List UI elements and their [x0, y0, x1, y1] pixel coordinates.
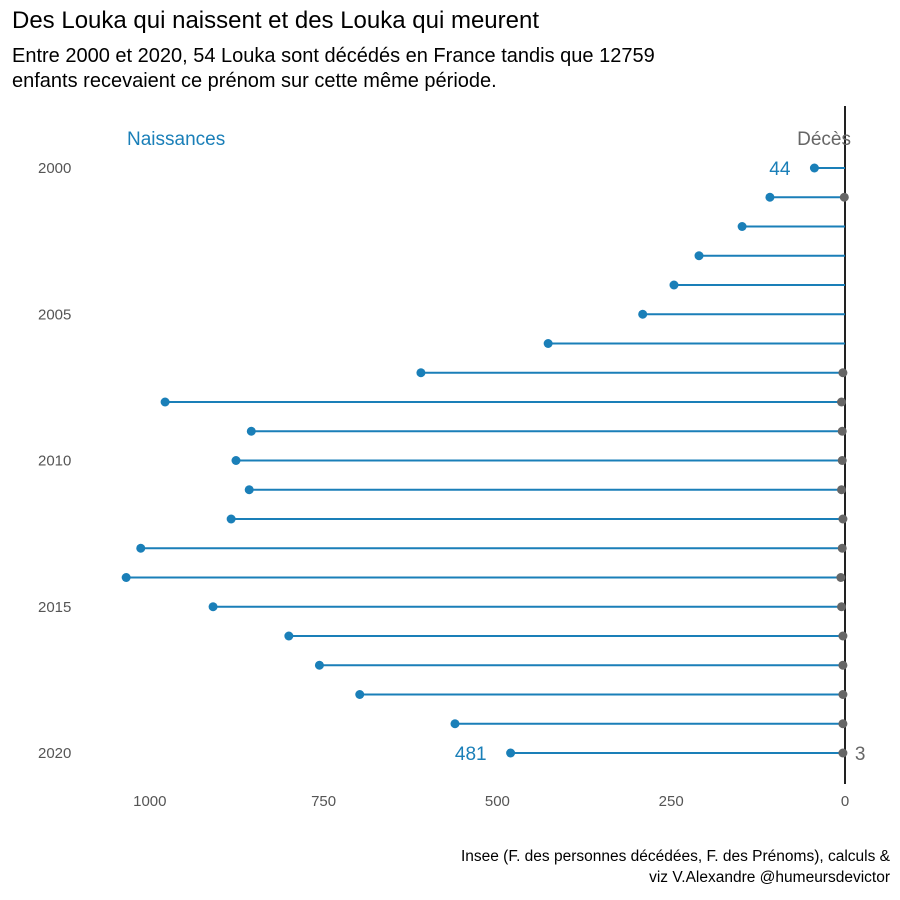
births-point: [226, 514, 236, 524]
births-point: [450, 719, 460, 729]
births-point: [765, 192, 775, 202]
deaths-point: [837, 602, 847, 612]
births-point: [121, 573, 131, 582]
births-point: [737, 222, 747, 231]
y-tick-label: 2005: [38, 306, 71, 323]
births-point: [355, 690, 365, 699]
x-tick-label: 750: [311, 793, 336, 810]
births-point: [638, 309, 648, 319]
caption-line: Insee (F. des personnes décédées, F. des…: [460, 848, 890, 865]
births-point: [506, 748, 516, 758]
deaths-legend-label: Décès: [797, 129, 851, 150]
x-tick-label: 250: [659, 793, 684, 810]
deaths-point: [838, 690, 848, 699]
births-point: [231, 456, 241, 465]
y-tick-label: 2015: [38, 599, 71, 616]
births-point: [694, 251, 704, 261]
y-tick-label: 2020: [38, 745, 71, 762]
deaths-point: [837, 397, 847, 407]
births-point: [314, 660, 324, 670]
births-point: [669, 280, 679, 290]
births-point: [136, 543, 146, 553]
deaths-point: [838, 514, 848, 524]
births-point: [543, 339, 553, 348]
deaths-point: [838, 748, 848, 758]
deaths-point: [836, 573, 846, 582]
deaths-point: [837, 456, 847, 465]
x-tick-label: 0: [841, 793, 849, 810]
births-legend-label: Naissances: [127, 129, 225, 150]
deaths-point: [838, 660, 848, 670]
x-tick-label: 500: [485, 793, 510, 810]
chart-title: Des Louka qui naissent et des Louka qui …: [12, 7, 540, 34]
deaths-point: [837, 543, 847, 553]
subtitle-line: enfants recevaient ce prénom sur cette m…: [12, 70, 497, 92]
births-point: [809, 163, 819, 173]
deaths-point: [837, 485, 847, 495]
births-point: [246, 426, 256, 436]
births-value-label: 44: [769, 159, 791, 180]
deaths-point: [838, 631, 848, 641]
x-tick-label: 1000: [133, 793, 166, 810]
chart-subtitle: Entre 2000 et 2020, 54 Louka sont décédé…: [12, 44, 882, 94]
caption-line: viz V.Alexandre @humeursdevictor: [649, 869, 890, 886]
deaths-point: [838, 368, 848, 378]
y-tick-label: 2010: [38, 453, 71, 470]
subtitle-line: Entre 2000 et 2020, 54 Louka sont décédé…: [12, 45, 655, 67]
births-point: [244, 485, 254, 495]
births-value-label: 481: [455, 744, 487, 765]
chart-caption: Insee (F. des personnes décédées, F. des…: [461, 846, 890, 888]
births-point: [160, 397, 170, 407]
deaths-point: [838, 719, 848, 729]
births-point: [208, 602, 218, 612]
deaths-value-label: 3: [855, 744, 866, 765]
births-point: [284, 631, 294, 641]
births-point: [416, 368, 426, 378]
deaths-point: [837, 426, 847, 436]
y-tick-label: 2000: [38, 160, 71, 177]
deaths-point: [839, 192, 849, 202]
